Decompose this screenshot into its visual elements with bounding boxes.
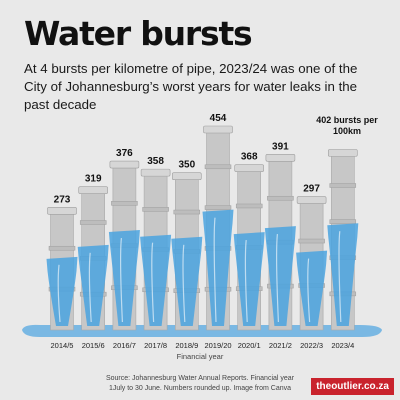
value-labels: 273 319 376 358 350 454 368 391 297 <box>54 113 321 205</box>
brand-badge[interactable]: theoutlier.co.za <box>311 378 394 395</box>
page-title: Water bursts <box>24 14 253 53</box>
x-tick-label: 2023/4 <box>331 341 354 350</box>
value-label: 273 <box>54 194 71 205</box>
value-label: 391 <box>272 141 289 152</box>
value-label: 454 <box>210 113 227 124</box>
x-tick-label: 2019/20 <box>204 341 231 350</box>
x-tick-label: 2021/2 <box>269 341 292 350</box>
bar-2019/20 <box>202 125 234 331</box>
pipe-bars <box>46 125 359 331</box>
x-tick-label: 2016/7 <box>113 341 136 350</box>
value-label: 358 <box>147 156 164 167</box>
x-tick-label: 2017/8 <box>144 341 167 350</box>
value-label: 368 <box>241 152 258 163</box>
annotation-line-1: 402 bursts per <box>316 115 378 125</box>
water-puddle <box>22 324 382 337</box>
value-label: 319 <box>85 174 102 185</box>
bar-2022/3 <box>296 196 328 331</box>
puddle-shape <box>22 324 382 337</box>
source-line-1: Source: Johannesburg Water Annual Report… <box>105 375 295 382</box>
value-label: 350 <box>178 160 195 171</box>
source-note: Source: Johannesburg Water Annual Report… <box>70 374 330 393</box>
x-tick-label: 2020/1 <box>238 341 261 350</box>
page-subtitle: At 4 bursts per kilometre of pipe, 2023/… <box>24 61 358 112</box>
bar-2021/2 <box>264 154 296 331</box>
x-tick-label: 2014/5 <box>51 341 74 350</box>
x-tick-label: 2022/3 <box>300 341 323 350</box>
bar-2017/8 <box>140 168 172 331</box>
value-label: 297 <box>303 184 320 195</box>
annotation-line-2: 100km <box>333 126 361 136</box>
x-tick-labels: 2014/5 2015/6 2016/7 2017/8 2018/9 2019/20 202… <box>51 341 355 350</box>
bar-2015/6 <box>77 186 109 331</box>
bar-2020/1 <box>233 164 265 331</box>
value-label: 376 <box>116 148 133 159</box>
bar-2016/7 <box>108 160 140 331</box>
x-tick-label: 2018/9 <box>175 341 198 350</box>
bar-2023/4 <box>327 149 359 331</box>
x-axis-title: Financial year <box>176 352 224 361</box>
source-line-2: 1July to 30 June. Numbers rounded up. Im… <box>108 384 292 392</box>
x-tick-label: 2015/6 <box>82 341 105 350</box>
bar-2014/5 <box>46 207 78 331</box>
bar-2018/9 <box>171 172 203 331</box>
